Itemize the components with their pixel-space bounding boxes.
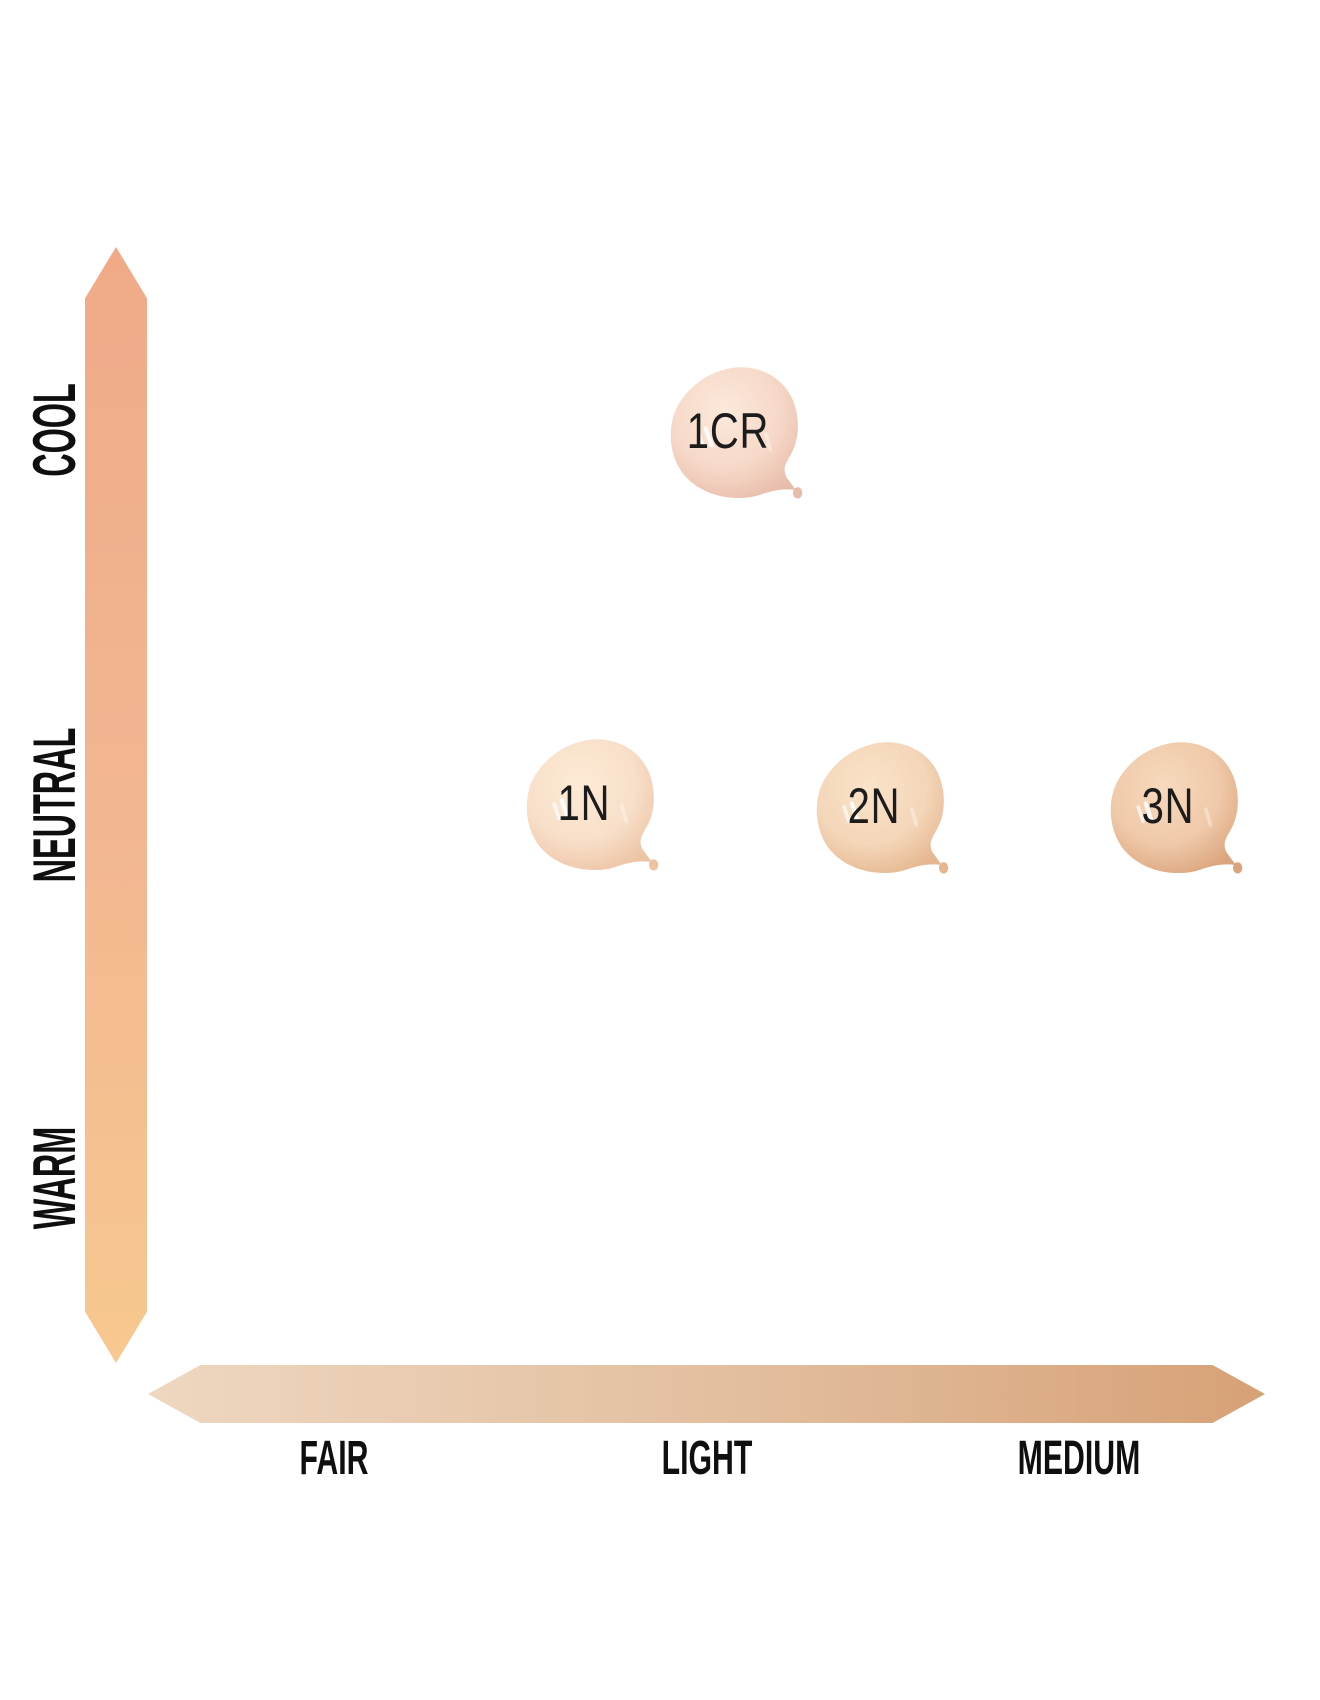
undertone-axis-arrow: [85, 247, 147, 1363]
axis-label-text: WARM: [21, 1126, 88, 1230]
depth-label-fair: FAIR: [279, 1435, 388, 1483]
axis-label-text: FAIR: [299, 1432, 369, 1485]
depth-axis-arrow: [148, 1365, 1265, 1423]
shade-drop-2n: 2N: [803, 738, 953, 880]
shade-drop-blob-icon: [526, 739, 659, 871]
shade-drop-3n: 3N: [1097, 738, 1247, 880]
undertone-label-neutral: NEUTRAL: [21, 662, 88, 949]
axis-label-text: LIGHT: [661, 1432, 753, 1485]
undertone-label-cool: COOL: [21, 343, 88, 516]
depth-label-light: LIGHT: [635, 1435, 779, 1483]
shade-drop-1n: 1N: [513, 735, 663, 877]
shade-drop-blob-icon: [1110, 742, 1243, 874]
shade-drop-1cr: 1CR: [657, 363, 807, 505]
axis-label-text: NEUTRAL: [21, 727, 88, 883]
depth-label-medium: MEDIUM: [982, 1435, 1177, 1483]
axis-label-text: MEDIUM: [1017, 1432, 1141, 1485]
shade-drop-blob-icon: [816, 742, 949, 874]
shade-drop-blob-icon: [670, 367, 803, 499]
axis-label-text: COOL: [21, 383, 88, 477]
undertone-label-warm: WARM: [21, 1083, 88, 1273]
